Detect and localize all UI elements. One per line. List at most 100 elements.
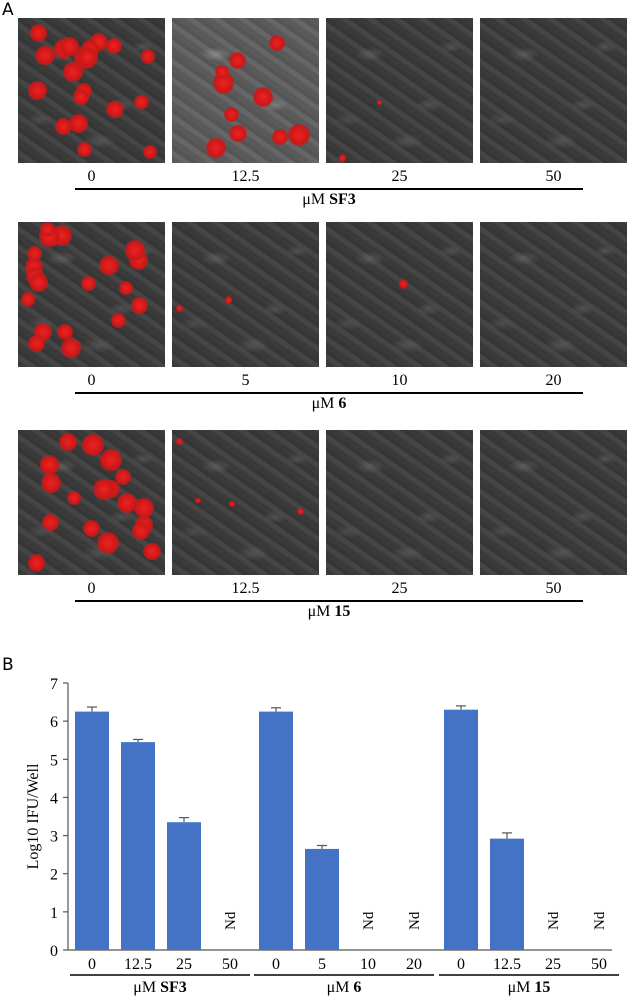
red-inclusion — [269, 35, 286, 51]
y-tick-label: 1 — [50, 905, 58, 922]
concentration-label: 25 — [391, 168, 408, 185]
red-inclusion — [130, 296, 149, 315]
red-inclusion — [124, 240, 146, 261]
bar — [167, 822, 201, 950]
bar — [444, 709, 478, 950]
concentration-label: 50 — [545, 168, 562, 185]
red-inclusion — [106, 38, 122, 55]
red-inclusion — [228, 51, 247, 70]
red-inclusion — [29, 24, 48, 42]
group-rule — [75, 392, 583, 394]
concentration-label: 0 — [87, 580, 96, 597]
red-inclusion — [115, 469, 131, 486]
red-inclusion — [69, 113, 89, 133]
red-inclusion — [133, 497, 155, 519]
red-inclusion — [118, 281, 133, 296]
y-tick-label: 5 — [50, 752, 58, 769]
y-tick-label: 4 — [50, 790, 58, 807]
red-inclusion — [93, 478, 115, 501]
concentration-label: 25 — [391, 580, 408, 597]
red-inclusion — [272, 128, 289, 145]
concentration-label: 0 — [87, 168, 96, 185]
concentration-label: 12.5 — [231, 580, 260, 597]
red-inclusion — [398, 279, 409, 289]
red-inclusion — [142, 144, 157, 160]
micrograph-15-0 — [18, 430, 165, 575]
red-inclusion — [195, 497, 201, 504]
x-tick-label: 20 — [406, 956, 422, 973]
micrograph-SF3-50 — [480, 18, 627, 163]
bar — [121, 742, 155, 950]
red-inclusion — [82, 434, 105, 456]
red-inclusion — [41, 514, 59, 532]
micrograph-SF3-0 — [18, 18, 165, 163]
concentration-label: 12.5 — [231, 168, 260, 185]
red-inclusion — [35, 46, 55, 66]
micrograph-SF3-12.5 — [172, 18, 319, 163]
red-inclusion — [27, 554, 46, 572]
nd-label: Nd — [407, 911, 423, 930]
red-inclusion — [97, 532, 120, 554]
group-unit-label: μM 15 — [307, 603, 351, 620]
red-inclusion — [39, 222, 55, 238]
red-inclusion — [224, 296, 232, 304]
red-inclusion — [20, 292, 36, 307]
red-inclusion — [27, 80, 48, 100]
red-inclusion — [297, 508, 305, 516]
red-inclusion — [117, 492, 138, 513]
red-inclusion — [223, 106, 240, 123]
nd-label: Nd — [361, 911, 377, 930]
y-tick-label: 6 — [50, 714, 58, 731]
red-inclusion — [132, 521, 150, 540]
concentration-labels: 0 5 10 20 — [18, 372, 627, 390]
group-rule — [75, 600, 583, 602]
concentration-label: 5 — [241, 372, 250, 389]
x-tick-label: 10 — [360, 956, 376, 973]
red-inclusion — [81, 275, 97, 291]
bar — [305, 848, 339, 950]
group-unit-label: μM SF3 — [302, 191, 356, 208]
red-inclusion — [228, 500, 235, 507]
red-inclusion — [40, 472, 62, 494]
micrograph-SF3-25 — [326, 18, 473, 163]
red-inclusion — [134, 94, 149, 110]
red-inclusion — [60, 37, 79, 56]
red-inclusion — [100, 448, 123, 471]
group-unit-label: μM 6 — [311, 395, 347, 412]
red-inclusion — [99, 255, 120, 276]
panel-a-letter: A — [2, 0, 14, 20]
red-inclusion — [253, 87, 274, 108]
red-inclusion — [29, 272, 49, 292]
bar — [259, 711, 293, 950]
y-axis-label: Log10 IFU/Well — [25, 763, 42, 869]
y-tick-label: 2 — [50, 867, 58, 884]
red-inclusion — [77, 47, 99, 69]
concentration-label: 20 — [545, 372, 562, 389]
micrograph-6-20 — [480, 222, 627, 367]
red-inclusion — [176, 305, 183, 312]
panel-b-letter: B — [2, 655, 14, 675]
group-unit-label: μM SF3 — [133, 979, 186, 996]
red-inclusion — [56, 324, 73, 340]
concentration-label: 0 — [87, 372, 96, 389]
red-inclusion — [54, 117, 73, 136]
red-inclusion — [205, 137, 226, 158]
x-tick-label: 50 — [591, 956, 607, 973]
nd-label: Nd — [223, 911, 239, 930]
bar — [75, 711, 109, 950]
red-inclusion — [66, 490, 82, 506]
micrograph-15-25 — [326, 430, 473, 575]
red-inclusion — [338, 154, 346, 162]
red-inclusion — [288, 124, 310, 146]
x-tick-label: 0 — [457, 956, 465, 973]
micrograph-15-50 — [480, 430, 627, 575]
x-tick-label: 50 — [222, 956, 238, 973]
image-row-SF3 — [18, 18, 627, 163]
red-inclusion — [140, 49, 156, 64]
x-tick-label: 12.5 — [493, 956, 521, 973]
red-inclusion — [377, 99, 383, 106]
red-inclusion — [73, 89, 89, 105]
red-inclusion — [60, 338, 81, 359]
group-rule — [75, 188, 583, 190]
red-inclusion — [39, 455, 59, 475]
